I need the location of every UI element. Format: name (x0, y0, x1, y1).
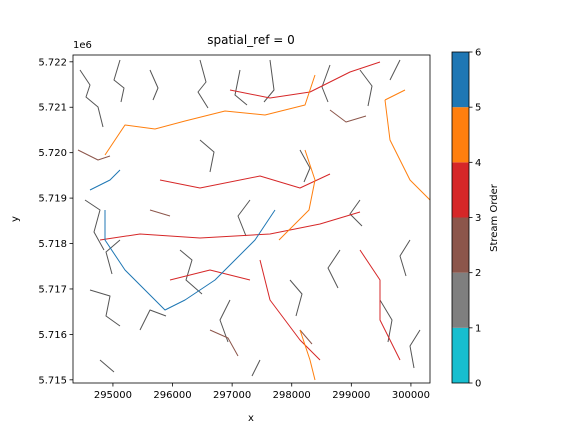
x-axis-label: x (248, 413, 254, 424)
y-axis-label: y (10, 216, 21, 222)
colorbar-segment (452, 217, 469, 273)
y-tick-label: 5.716 (38, 330, 67, 341)
y-tick-label: 5.720 (38, 148, 67, 159)
y-tick-label: 5.721 (38, 103, 67, 114)
colorbar-segment (452, 327, 469, 383)
x-tick-label: 298000 (273, 390, 311, 401)
colorbar-tick-label: 4 (475, 158, 481, 169)
y-tick-label: 5.717 (38, 284, 67, 295)
colorbar-tick-label: 1 (475, 323, 481, 334)
x-tick-label: 300000 (392, 390, 430, 401)
colorbar-tick-label: 3 (475, 213, 481, 224)
colorbar-tick-label: 5 (475, 103, 481, 114)
stream-network (77, 59, 431, 381)
colorbar-segment (452, 272, 469, 328)
colorbar-tick-label: 0 (475, 379, 481, 390)
x-tick-label: 296000 (153, 390, 191, 401)
y-tick-label: 5.719 (38, 194, 67, 205)
colorbar-tick-label: 6 (475, 48, 481, 59)
x-tick-label: 295000 (94, 390, 132, 401)
colorbar-segment (452, 52, 469, 108)
colorbar-segment (452, 107, 469, 163)
x-tick-label: 299000 (332, 390, 370, 401)
chart-title: spatial_ref = 0 (207, 33, 295, 47)
x-tick-label: 297000 (213, 390, 251, 401)
colorbar-segment (452, 162, 469, 218)
y-tick-label: 5.722 (38, 57, 67, 68)
colorbar-label: Stream Order (489, 183, 500, 252)
plot-frame (72, 54, 431, 384)
colorbar-tick-label: 2 (475, 268, 481, 279)
y-offset-label: 1e6 (73, 40, 92, 51)
y-tick-label: 5.715 (38, 375, 67, 386)
y-tick-label: 5.718 (38, 239, 67, 250)
